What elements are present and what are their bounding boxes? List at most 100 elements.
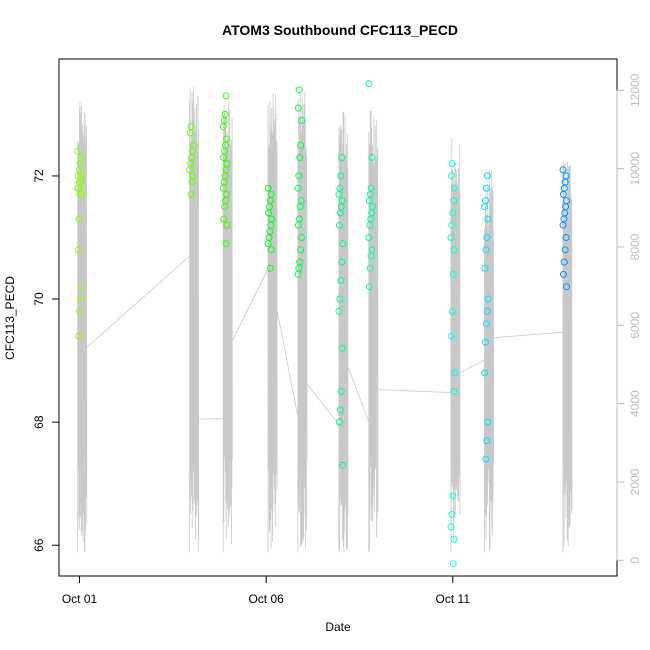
altitude-trace [222,101,233,553]
data-point [449,270,457,278]
x-tick-label: Oct 01 [62,592,98,606]
transit-line [232,268,269,341]
data-point [562,234,570,241]
data-point [447,172,455,180]
data-point [559,166,567,174]
data-point [365,197,373,205]
data-point [76,307,83,315]
y-axis-label: CFC113_PECD [3,276,17,360]
data-point [448,307,456,315]
altitude-trace [562,161,573,553]
transit-line [86,255,190,348]
data-point [186,166,194,174]
y2-tick-label: 4000 [628,390,642,417]
data-point [219,184,227,192]
data-point [448,221,456,229]
data-point [339,240,347,248]
data-point [481,203,489,211]
data-point [484,215,492,223]
transit-line [378,389,451,393]
data-point [294,104,302,112]
data-point [336,418,343,426]
altitude-trace [484,168,494,553]
data-point [337,387,345,395]
data-point [267,246,275,254]
data-point [335,190,343,198]
data-point [450,387,458,395]
data-point [75,215,83,223]
data-point [484,418,492,426]
data-point [481,264,489,272]
data-point [337,277,345,285]
y-tick-label: 72 [32,169,46,183]
data-point [338,258,346,266]
x-axis-label: Date [325,620,351,634]
y2-tick-label: 6000 [628,312,642,339]
data-point [336,221,343,229]
data-point [337,172,345,180]
data-point [366,221,374,229]
data-point [563,283,570,291]
data-point [483,437,491,445]
data-point [447,523,455,531]
data-point [449,209,457,217]
data-point [295,86,303,94]
y-tick-label: 70 [32,292,46,306]
data-point [77,283,85,291]
data-point [74,246,82,254]
data-point [339,461,347,469]
altitude-trace [368,110,379,553]
data-point [76,295,84,303]
data-point [336,209,344,217]
data-point [338,344,346,352]
data-point [483,172,491,180]
data-point [75,332,83,340]
data-point [188,178,196,186]
data-point [483,307,491,315]
altitude-trace [338,111,349,553]
y-tick-label: 66 [32,538,46,552]
altitude-traces [77,86,573,553]
data-point [219,123,227,131]
data-point [482,246,490,254]
data-point [186,129,194,137]
data-point [482,338,489,346]
x-axis: Oct 01 Oct 06 Oct 11 [62,575,470,606]
data-point [559,190,567,198]
data-point [336,406,344,414]
chart-title: ATOM3 Southbound CFC113_PECD [222,22,458,38]
data-point [295,172,303,180]
y2-tick-label: 2000 [628,468,642,495]
data-point [365,80,373,88]
data-point [449,492,457,500]
data-point [220,215,228,223]
y-tick-label: 68 [32,415,46,429]
data-point [559,270,567,278]
data-point [187,190,195,198]
altitude-trace [189,86,200,553]
data-point [335,307,343,315]
data-point [482,184,490,192]
data-point [483,234,491,241]
data-point [297,141,305,149]
data-point [484,295,492,303]
data-point [450,535,458,543]
data-point [294,270,302,278]
data-point [264,184,272,192]
data-point [365,234,373,241]
y2-tick-label: 10000 [628,152,642,186]
data-point [74,184,82,192]
data-point [297,246,305,254]
y-axis-right: 0 2000 4000 6000 8000 10000 12000 [616,73,642,564]
data-point [560,258,568,266]
y2-tick-label: 12000 [628,73,642,107]
transit-line [276,311,299,417]
altitude-trace [77,102,88,553]
data-point [264,240,272,248]
data-point [221,203,229,211]
data-point [298,117,305,124]
data-point [449,560,457,568]
data-point [559,221,567,229]
y2-tick-label: 8000 [628,233,642,260]
